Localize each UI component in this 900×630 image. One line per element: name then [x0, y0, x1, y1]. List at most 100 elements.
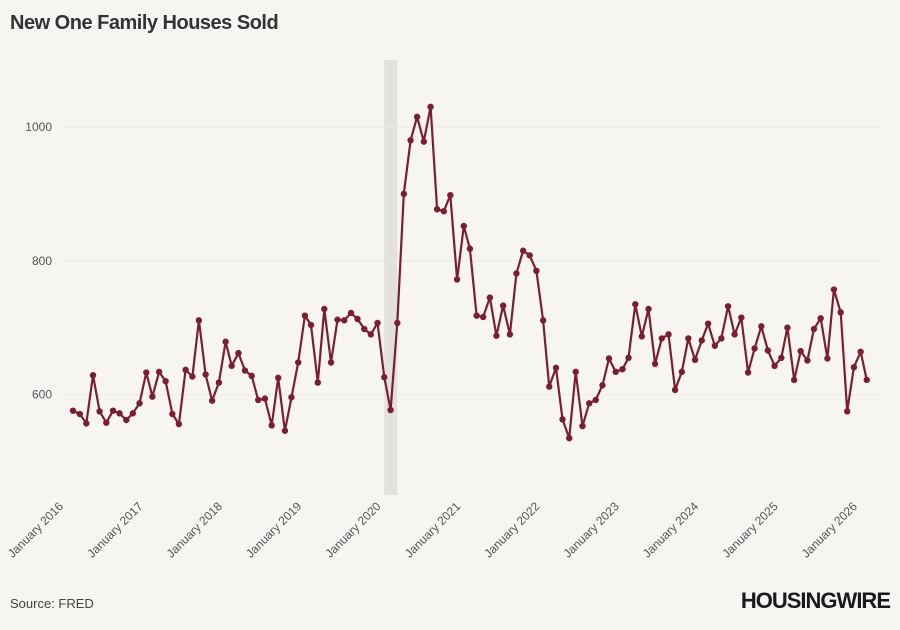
data-point [169, 410, 176, 418]
data-point [162, 378, 169, 385]
data-point [83, 420, 90, 427]
data-point [499, 302, 507, 309]
data-point [321, 305, 328, 313]
data-point [381, 374, 388, 381]
data-point [189, 373, 196, 380]
data-point [824, 355, 831, 362]
data-point [407, 137, 414, 144]
y-axis-ticks: 600 800 1000 [25, 120, 52, 402]
data-point [261, 395, 269, 402]
data-point [281, 427, 289, 434]
x-tick-label: January 2021 [402, 499, 464, 561]
data-point [453, 276, 461, 283]
data-point [764, 347, 772, 354]
data-point [738, 314, 745, 321]
data-point [367, 331, 374, 338]
data-point [645, 305, 652, 313]
data-point [579, 422, 586, 430]
data-point [202, 371, 209, 378]
data-point [314, 379, 321, 386]
data-point [711, 342, 719, 349]
data-point [248, 372, 255, 380]
data-point [387, 406, 394, 414]
x-tick-label: January 2022 [481, 499, 543, 561]
data-point [427, 103, 434, 111]
data-point [830, 286, 838, 293]
data-point [155, 368, 163, 376]
data-point [440, 208, 448, 215]
data-point [685, 335, 692, 342]
data-point [182, 366, 189, 374]
data-point [479, 313, 487, 321]
data-point [771, 362, 778, 370]
x-tick-label: January 2025 [719, 499, 781, 561]
data-point [678, 368, 685, 376]
data-point [718, 335, 725, 342]
x-axis-ticks: January 2016 January 2017 January 2018 Janu… [5, 499, 860, 561]
chart-title: New One Family Houses Sold [10, 12, 279, 34]
data-point [275, 374, 282, 382]
data-point [797, 347, 804, 355]
data-point [638, 333, 646, 340]
data-point [704, 320, 712, 327]
data-point [665, 331, 672, 338]
data-point [76, 410, 83, 418]
gridlines [60, 126, 880, 396]
series-points-layer [69, 103, 870, 442]
data-point [857, 348, 864, 355]
data-point [605, 355, 613, 362]
series-line [72, 105, 868, 440]
data-point [559, 416, 566, 423]
x-tick-label: January 2024 [640, 499, 702, 561]
data-point [744, 369, 752, 376]
data-point [447, 191, 454, 199]
data-point [632, 301, 639, 308]
data-point [136, 400, 143, 407]
data-point [546, 383, 553, 390]
x-tick-label: January 2020 [322, 499, 384, 561]
data-point [208, 397, 216, 404]
data-point [143, 369, 150, 376]
data-point [539, 317, 547, 324]
data-point [288, 394, 295, 401]
data-point [347, 309, 355, 317]
data-point [334, 316, 341, 323]
data-point [255, 396, 262, 404]
data-point [433, 206, 441, 213]
data-point [400, 190, 408, 198]
data-point [466, 245, 474, 252]
data-point [519, 247, 527, 254]
recession-band [384, 60, 398, 495]
x-tick-label: January 2017 [84, 499, 146, 561]
data-point [374, 319, 381, 327]
data-point [420, 138, 428, 145]
data-point [513, 270, 520, 277]
y-tick-label: 800 [32, 254, 52, 268]
data-point [586, 400, 593, 407]
data-point [69, 407, 77, 414]
data-point [195, 317, 203, 324]
data-point [778, 354, 785, 362]
data-point [96, 408, 103, 415]
data-point [817, 315, 824, 322]
data-point [103, 419, 110, 426]
data-point [850, 363, 858, 371]
data-point [228, 362, 235, 370]
data-point [784, 324, 791, 331]
data-point [619, 365, 626, 373]
data-point [89, 372, 97, 379]
data-point [566, 434, 573, 442]
data-point [863, 376, 870, 384]
data-point [215, 379, 223, 386]
x-tick-label: January 2026 [799, 499, 861, 561]
y-tick-label: 600 [32, 388, 52, 402]
data-point [354, 315, 361, 323]
data-point [790, 376, 798, 384]
housingwire-logo: HOUSINGWIRE [740, 588, 891, 613]
data-point [612, 368, 619, 376]
data-point [241, 367, 249, 374]
data-point [599, 382, 606, 389]
data-point [552, 364, 560, 372]
data-point [526, 252, 533, 259]
data-point [651, 360, 659, 368]
